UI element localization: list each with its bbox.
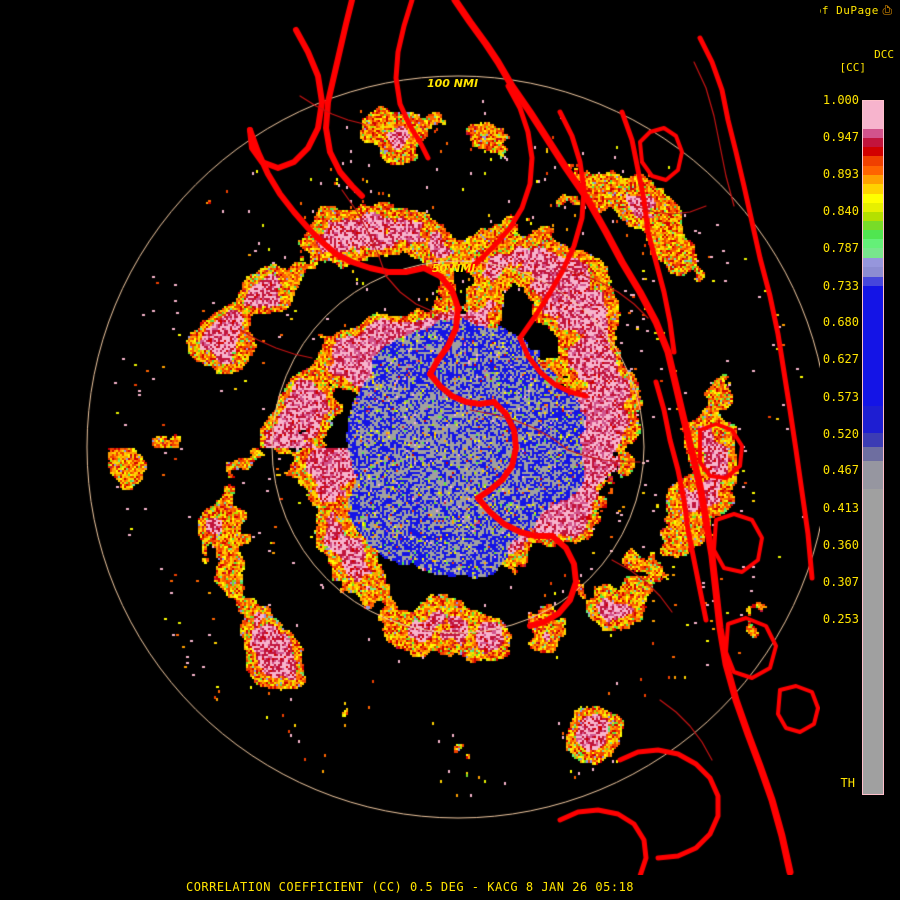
colorbar-segment xyxy=(863,166,883,176)
colorbar-tick: 0.680 xyxy=(822,315,859,330)
range-ring-label: 100 NMI xyxy=(427,77,479,90)
range-ring-label: 50 NMI xyxy=(432,262,476,275)
colorbar-segment xyxy=(863,285,883,351)
colorbar-segment xyxy=(863,202,883,212)
colorbar-tick: 0.307 xyxy=(822,574,859,589)
colorbar-gradient[interactable] xyxy=(862,100,884,795)
colorbar-tick: 0.573 xyxy=(822,389,859,404)
radar-map-area[interactable]: 50 NMI 100 NMI xyxy=(0,0,820,875)
product-caption: CORRELATION COEFFICIENT (CC) 0.5 DEG - K… xyxy=(185,880,635,894)
colorbar-segment xyxy=(863,119,883,129)
colorbar-segment xyxy=(863,184,883,194)
colorbar-segment xyxy=(863,267,883,277)
colorbar-tick: 0.413 xyxy=(822,500,859,515)
colorbar-segment xyxy=(863,211,883,222)
colorbar-tick: 0.840 xyxy=(822,204,859,219)
radar-reflectivity-canvas[interactable] xyxy=(0,0,820,875)
colorbar-segment xyxy=(863,258,883,268)
colorbar-segment xyxy=(863,447,883,462)
colorbar-segment xyxy=(863,618,883,794)
below-threshold-label: TH xyxy=(840,776,855,790)
colorbar-segment xyxy=(863,405,883,434)
colorbar-segment xyxy=(863,276,883,286)
colorbar-segment xyxy=(863,156,883,167)
colorbar-segment xyxy=(863,488,883,619)
colorbar-tick: 0.253 xyxy=(822,612,859,627)
colorbar-segment xyxy=(863,350,883,406)
colorbar-unit-label: [CC] xyxy=(839,61,867,74)
colorbar-segment xyxy=(863,137,883,148)
colorbar-tick: 1.000 xyxy=(822,93,859,107)
colorbar-tick: 0.360 xyxy=(822,537,859,552)
colorbar-segment xyxy=(863,221,883,231)
colorbar-tick: 0.467 xyxy=(822,463,859,478)
colorbar-tick: 0.947 xyxy=(822,129,859,144)
colorbar-segment xyxy=(863,147,883,157)
colorbar-segment xyxy=(863,433,883,448)
colorbar-tick: 0.520 xyxy=(822,426,859,441)
colorbar-tick: 0.627 xyxy=(822,352,859,367)
colorbar-segment xyxy=(863,175,883,185)
colorbar-segment xyxy=(863,239,883,249)
colorbar-tick: 0.733 xyxy=(822,278,859,293)
colorbar-segment xyxy=(863,193,883,203)
colorbar-segment xyxy=(863,230,883,240)
colorbar-tick: 0.787 xyxy=(822,241,859,256)
colorbar-tick: 0.893 xyxy=(822,167,859,182)
colorbar-title: DCC xyxy=(874,48,894,61)
colorbar-segment xyxy=(863,461,883,489)
colorbar-segment xyxy=(863,101,883,120)
colorbar-tick-labels: 1.000 0.947 0.893 0.840 0.787 0.733 0.680 0.627… xyxy=(820,93,862,795)
colorbar-segment xyxy=(863,128,883,138)
colorbar-segment xyxy=(863,248,883,259)
colorbar-panel: DCC [CC] 1.000 0.947 0.893 0.840 0.787 0.733 0… xyxy=(820,0,900,900)
